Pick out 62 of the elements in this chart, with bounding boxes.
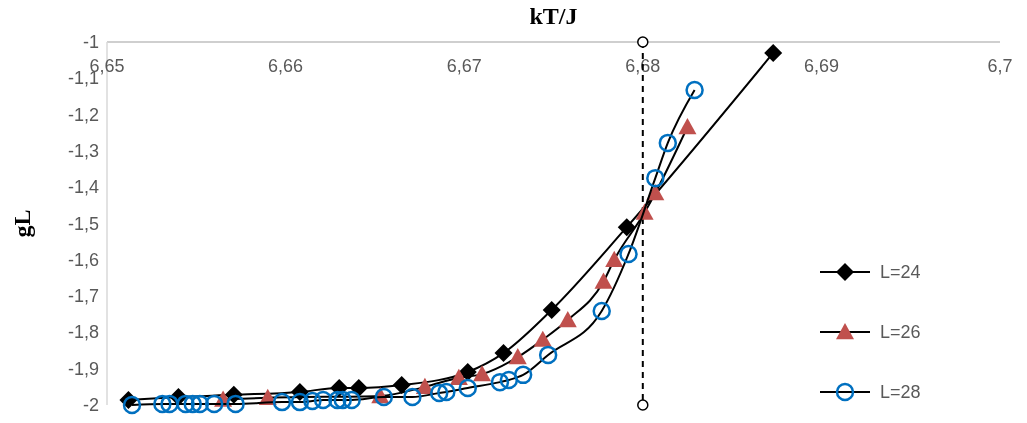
point <box>513 365 533 385</box>
point <box>538 345 558 365</box>
y-tick-label: -1,8 <box>67 322 99 343</box>
point <box>153 394 172 414</box>
y-tick-label: -1,7 <box>67 286 99 307</box>
point <box>678 117 697 135</box>
point <box>429 383 449 403</box>
y-tick-label: -2 <box>82 395 99 415</box>
point <box>290 392 310 412</box>
point <box>403 387 422 407</box>
point <box>392 376 411 395</box>
legend-label: L=26 <box>880 322 921 342</box>
point <box>437 382 456 402</box>
point <box>605 250 624 267</box>
y-tick-label: -1,4 <box>67 177 99 198</box>
y-tick-label: -1,9 <box>67 358 99 379</box>
point <box>619 244 638 264</box>
point <box>594 272 613 289</box>
x-tick-label: 6,66 <box>268 56 304 76</box>
legend-label: L=28 <box>880 382 921 402</box>
y-tick-label: -1 <box>82 32 99 52</box>
point <box>473 365 492 382</box>
point <box>658 133 678 153</box>
point <box>617 218 636 237</box>
point <box>685 80 704 100</box>
legend-label: L=24 <box>880 262 921 282</box>
point <box>190 394 210 414</box>
x-tick-label: 6,69 <box>803 56 839 76</box>
point <box>122 395 142 415</box>
point <box>646 168 665 188</box>
point <box>328 390 347 410</box>
point <box>204 394 224 414</box>
point <box>764 43 783 62</box>
point <box>494 344 513 363</box>
point <box>458 378 478 398</box>
y-tick-label: -1,6 <box>67 249 99 270</box>
point <box>558 311 577 328</box>
x-tick-label: 6,67 <box>446 56 482 76</box>
point <box>313 390 333 410</box>
point <box>508 348 527 365</box>
point <box>374 387 394 407</box>
point <box>499 370 519 390</box>
y-tick-label: -1,5 <box>67 213 99 234</box>
point <box>176 394 195 414</box>
y-tick-label: -1,2 <box>67 104 99 125</box>
point <box>333 390 352 410</box>
point <box>303 391 322 411</box>
point <box>226 394 245 414</box>
point <box>272 392 292 412</box>
point <box>160 394 179 414</box>
point <box>183 394 202 414</box>
x-tick-label: 6,7 <box>987 56 1013 76</box>
point <box>490 372 510 392</box>
y-tick-label: -1,3 <box>67 140 99 161</box>
point <box>349 378 368 397</box>
y-axis-title: gL <box>9 209 35 238</box>
point <box>342 390 361 410</box>
x-axis-title: kT/J <box>529 3 578 29</box>
point <box>542 300 561 319</box>
point <box>592 301 611 321</box>
point <box>533 330 552 347</box>
x-tick-label: 6,68 <box>625 56 661 76</box>
